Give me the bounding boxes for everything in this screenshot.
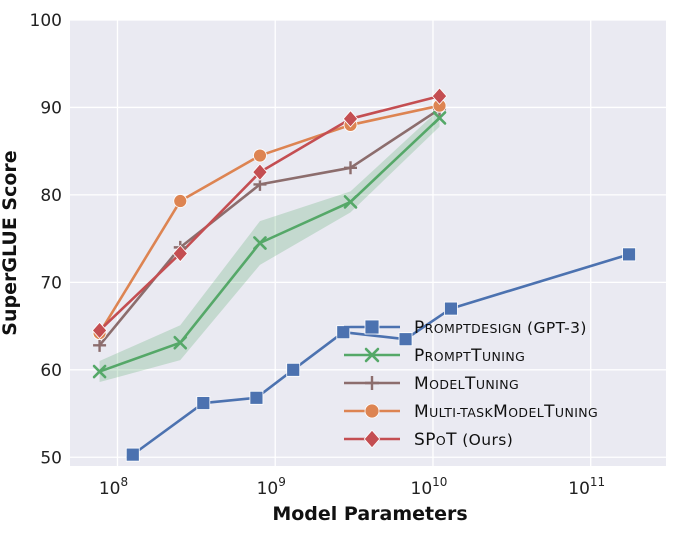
data-point: [93, 338, 107, 352]
x-tick-base: 10: [411, 479, 433, 499]
y-tick-label: 90: [40, 98, 62, 118]
data-point: [336, 325, 351, 340]
x-tick-base: 10: [99, 479, 121, 499]
data-point: [249, 390, 264, 405]
data-point: [432, 111, 447, 125]
data-point: [622, 247, 636, 262]
legend-label-part: ULTI-TASK: [429, 405, 493, 420]
data-point: [342, 110, 359, 128]
x-tick-base: 10: [568, 479, 590, 499]
legend-label-part: M: [414, 402, 429, 422]
legend-label-part: T: [464, 374, 476, 394]
legend-label: PROMPTTUNING: [414, 346, 525, 366]
x-axis-title: Model Parameters: [272, 503, 467, 525]
legend-label-part: SP: [414, 430, 436, 450]
legend-marker: [364, 403, 380, 419]
series-markers: [91, 87, 636, 462]
y-tick-label: 70: [40, 273, 62, 293]
confidence-band: [99, 109, 440, 383]
legend-label-part: ROMPT: [425, 349, 471, 364]
series-line: [132, 253, 630, 456]
data-point: [344, 161, 358, 175]
data-point: [173, 335, 188, 350]
legend-label-part: (GPT-3): [522, 319, 587, 337]
legend-label: MULTI-TASKMODELTUNING: [414, 402, 598, 422]
x-tick-exponent: 9: [278, 475, 286, 489]
legend-label-part: ODEL: [429, 377, 465, 392]
legend-marker: [364, 319, 380, 335]
grid-lines: [70, 19, 666, 466]
x-tick-exponent: 10: [432, 475, 447, 489]
legend: PROMPTDESIGN (GPT-3)PROMPTTUNINGMODELTUN…: [344, 318, 598, 450]
x-tick-exponent: 11: [590, 475, 605, 489]
data-point: [92, 364, 107, 379]
data-point: [444, 301, 458, 316]
legend-label-part: O: [436, 433, 446, 448]
data-point: [286, 362, 301, 377]
x-tick-labels: 108 109 1010 1011: [99, 475, 605, 499]
legend-label-part: T: [543, 402, 555, 422]
legend-label-part: M: [414, 374, 429, 394]
data-point: [196, 396, 211, 410]
y-tick-labels: 50 60 70 80 90 100: [30, 11, 62, 468]
data-point: [172, 244, 188, 263]
x-tick-label: 109: [257, 475, 286, 499]
x-tick-exponent: 8: [120, 475, 128, 489]
legend-label-part: P: [414, 318, 425, 338]
legend-label-part: UNING: [476, 377, 519, 392]
y-axis-title: SuperGLUE Score: [0, 150, 21, 335]
legend-label-part: ODEL: [508, 405, 544, 420]
legend-label-part: T: [445, 430, 457, 450]
x-tick-label: 108: [99, 475, 128, 499]
y-tick-label: 80: [40, 186, 62, 206]
legend-marker: [363, 429, 381, 449]
data-point: [252, 163, 268, 181]
legend-label: MODELTUNING: [414, 374, 519, 394]
legend-label: PROMPTDESIGN (GPT-3): [414, 318, 587, 338]
confidence-bands: [99, 109, 440, 383]
data-point: [343, 195, 358, 209]
data-point: [125, 447, 140, 462]
y-tick-label: 100: [30, 11, 62, 31]
y-tick-label: 50: [40, 448, 62, 468]
legend-marker: [365, 376, 379, 390]
data-point: [398, 332, 413, 347]
legend-label-part: P: [414, 346, 425, 366]
data-point: [253, 236, 267, 250]
x-tick-label: 1011: [568, 475, 605, 499]
data-point: [91, 321, 108, 340]
legend-label-part: ROMPTDESIGN: [425, 321, 522, 336]
plot-background: [70, 20, 666, 466]
y-tick-label: 60: [40, 361, 62, 381]
legend-label: SPOT (Ours): [414, 430, 513, 450]
data-point: [253, 148, 267, 163]
legend-label-part: UNING: [482, 349, 525, 364]
x-tick-label: 1010: [411, 475, 448, 499]
x-tick-base: 10: [257, 479, 279, 499]
data-point: [431, 87, 448, 105]
legend-label-part: T: [470, 346, 482, 366]
legend-label-part: M: [493, 402, 508, 422]
legend-label-part: UNING: [555, 405, 598, 420]
data-point: [173, 194, 188, 208]
legend-marker: [364, 347, 380, 363]
legend-label-part: (Ours): [457, 431, 513, 449]
